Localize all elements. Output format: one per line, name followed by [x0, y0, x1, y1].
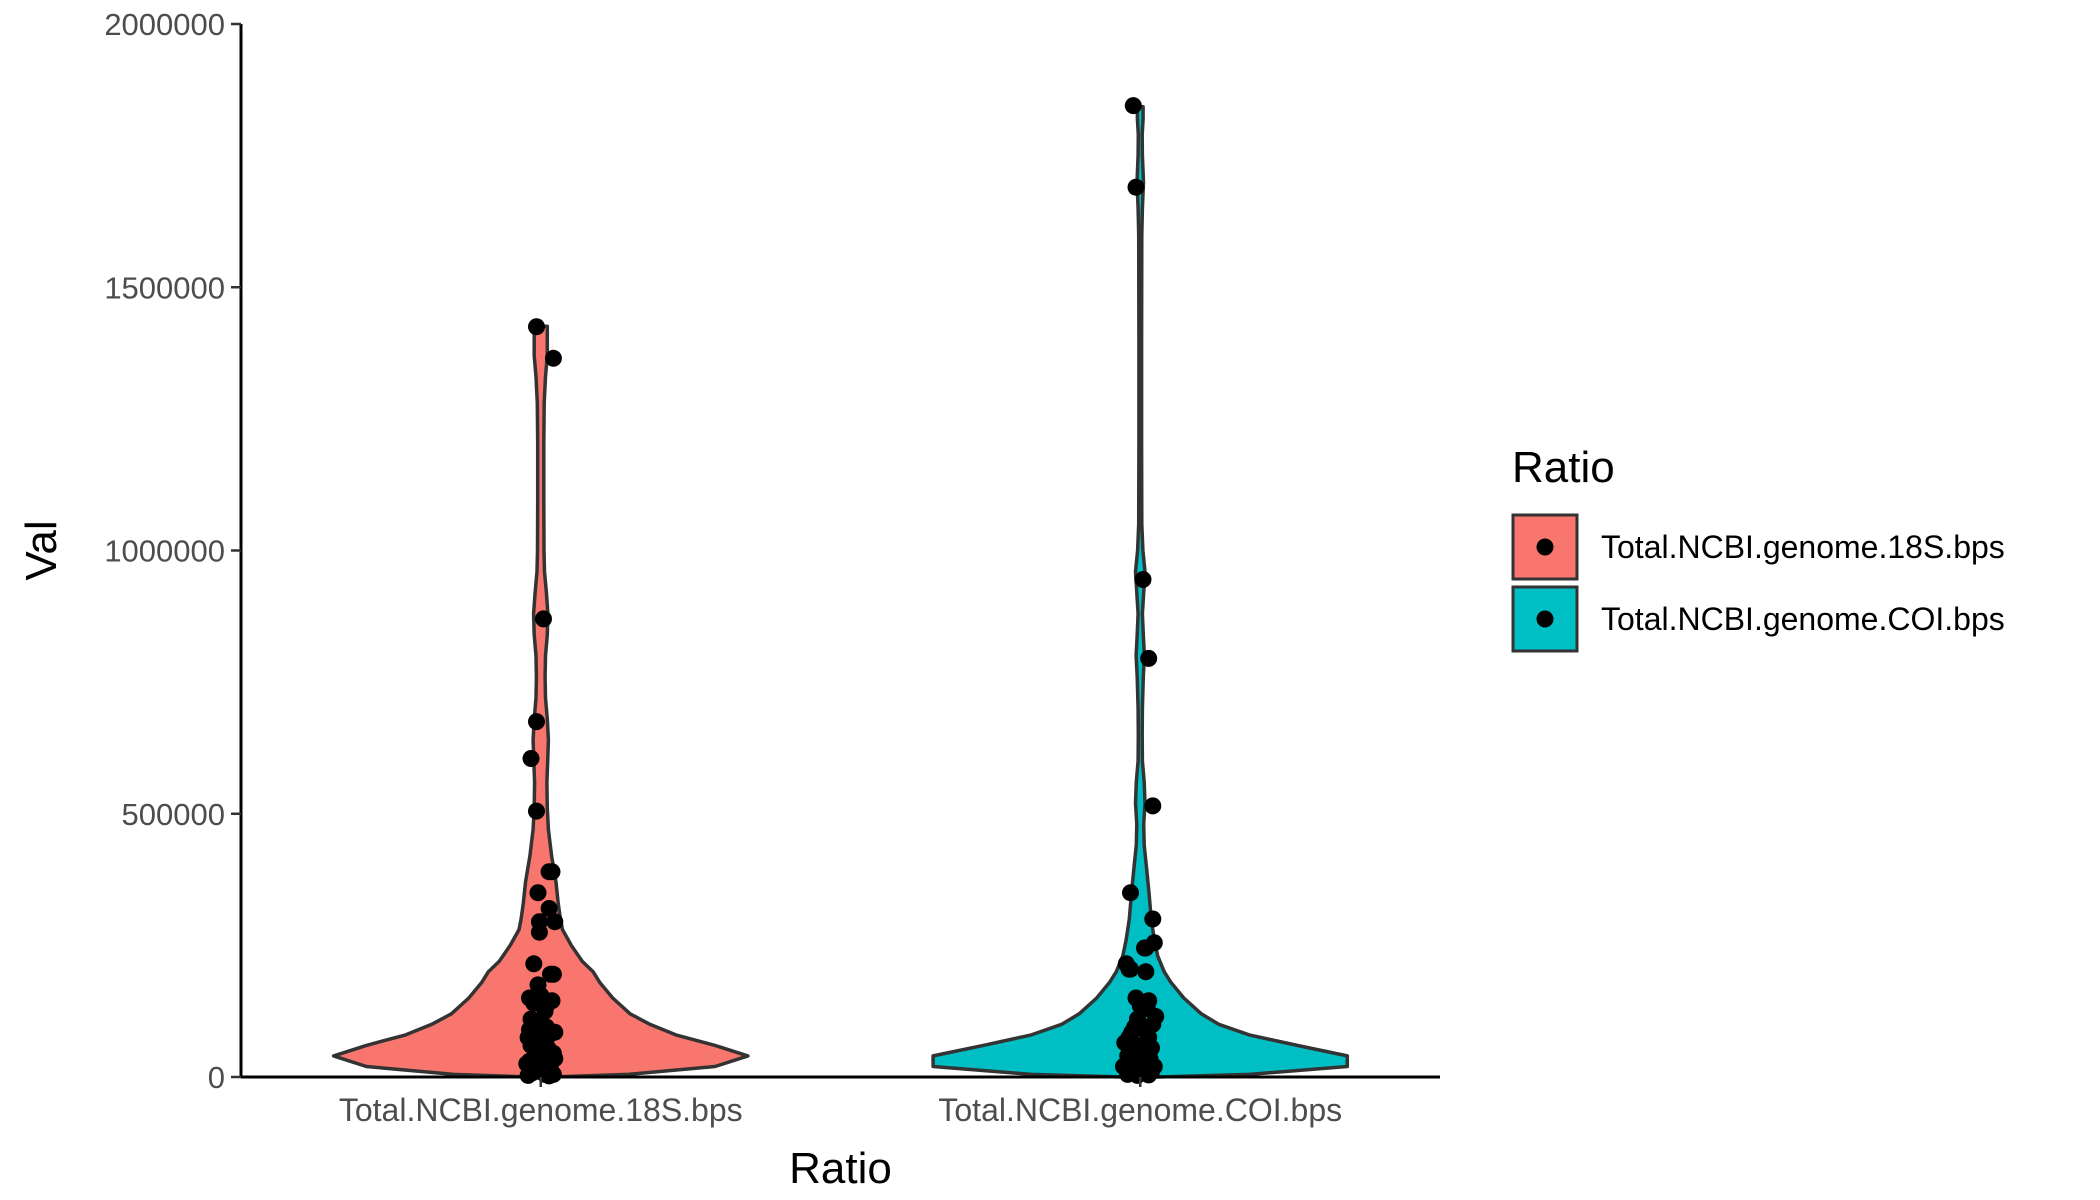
- legend-item: Total.NCBI.genome.COI.bps: [1511, 585, 2005, 653]
- legend-point: [1536, 538, 1554, 556]
- y-tick-label: 1500000: [104, 270, 225, 305]
- violin-2: [931, 104, 1350, 1079]
- data-point: [528, 713, 545, 731]
- data-point: [535, 610, 552, 628]
- x-tick-label: Total.NCBI.genome.18S.bps: [339, 1092, 743, 1128]
- points-series-1: [518, 318, 564, 1085]
- data-point: [544, 349, 562, 367]
- x-tick-label: Total.NCBI.genome.COI.bps: [938, 1092, 1342, 1128]
- data-point: [544, 965, 562, 983]
- data-point: [1137, 939, 1155, 957]
- y-axis-title: Val: [17, 520, 66, 580]
- data-point: [1144, 797, 1162, 815]
- legend-point: [1536, 610, 1554, 628]
- data-point: [519, 1066, 537, 1084]
- data-point: [1122, 884, 1139, 902]
- data-point: [1122, 960, 1139, 978]
- data-point: [522, 750, 540, 767]
- data-point: [525, 955, 543, 973]
- data-point: [540, 900, 558, 917]
- axes: 0 500000 1000000 1500000 2000000 Total.NCBI.…: [104, 7, 1440, 1128]
- data-point: [528, 318, 545, 336]
- data-point: [530, 923, 548, 941]
- legend-item: Total.NCBI.genome.18S.bps: [1511, 513, 2005, 581]
- data-point: [1137, 963, 1155, 981]
- legend-label: Total.NCBI.genome.18S.bps: [1601, 529, 2005, 565]
- plot-area: [331, 97, 1350, 1085]
- data-point: [1144, 910, 1162, 928]
- data-point: [543, 863, 561, 881]
- data-point: [1124, 97, 1142, 115]
- legend: Ratio Total.NCBI.genome.18S.bpsTotal.NCB…: [1511, 443, 2005, 653]
- data-point: [528, 802, 545, 820]
- y-tick-label: 2000000: [104, 7, 225, 42]
- x-ticks: Total.NCBI.genome.18S.bps Total.NCBI.geno…: [339, 1077, 1342, 1128]
- legend-items: Total.NCBI.genome.18S.bps Total.NCBI.geno…: [1511, 513, 2005, 653]
- legend-title: Ratio: [1512, 443, 1615, 492]
- data-point: [1129, 1066, 1146, 1084]
- data-point: [1140, 649, 1158, 667]
- y-tick-label: 500000: [122, 797, 225, 832]
- y-tick-label: 0: [208, 1060, 225, 1095]
- data-point: [529, 884, 547, 902]
- y-ticks: 0 500000 1000000 1500000 2000000: [104, 7, 241, 1095]
- data-point: [1134, 571, 1152, 588]
- data-point: [546, 913, 564, 931]
- x-axis-title: Ratio: [789, 1144, 892, 1193]
- data-point: [1127, 178, 1145, 196]
- data-point: [536, 1002, 554, 1020]
- legend-label: Total.NCBI.genome.COI.bps: [1601, 601, 2005, 637]
- points-series-2: [1115, 97, 1165, 1084]
- y-tick-label: 1000000: [104, 534, 225, 569]
